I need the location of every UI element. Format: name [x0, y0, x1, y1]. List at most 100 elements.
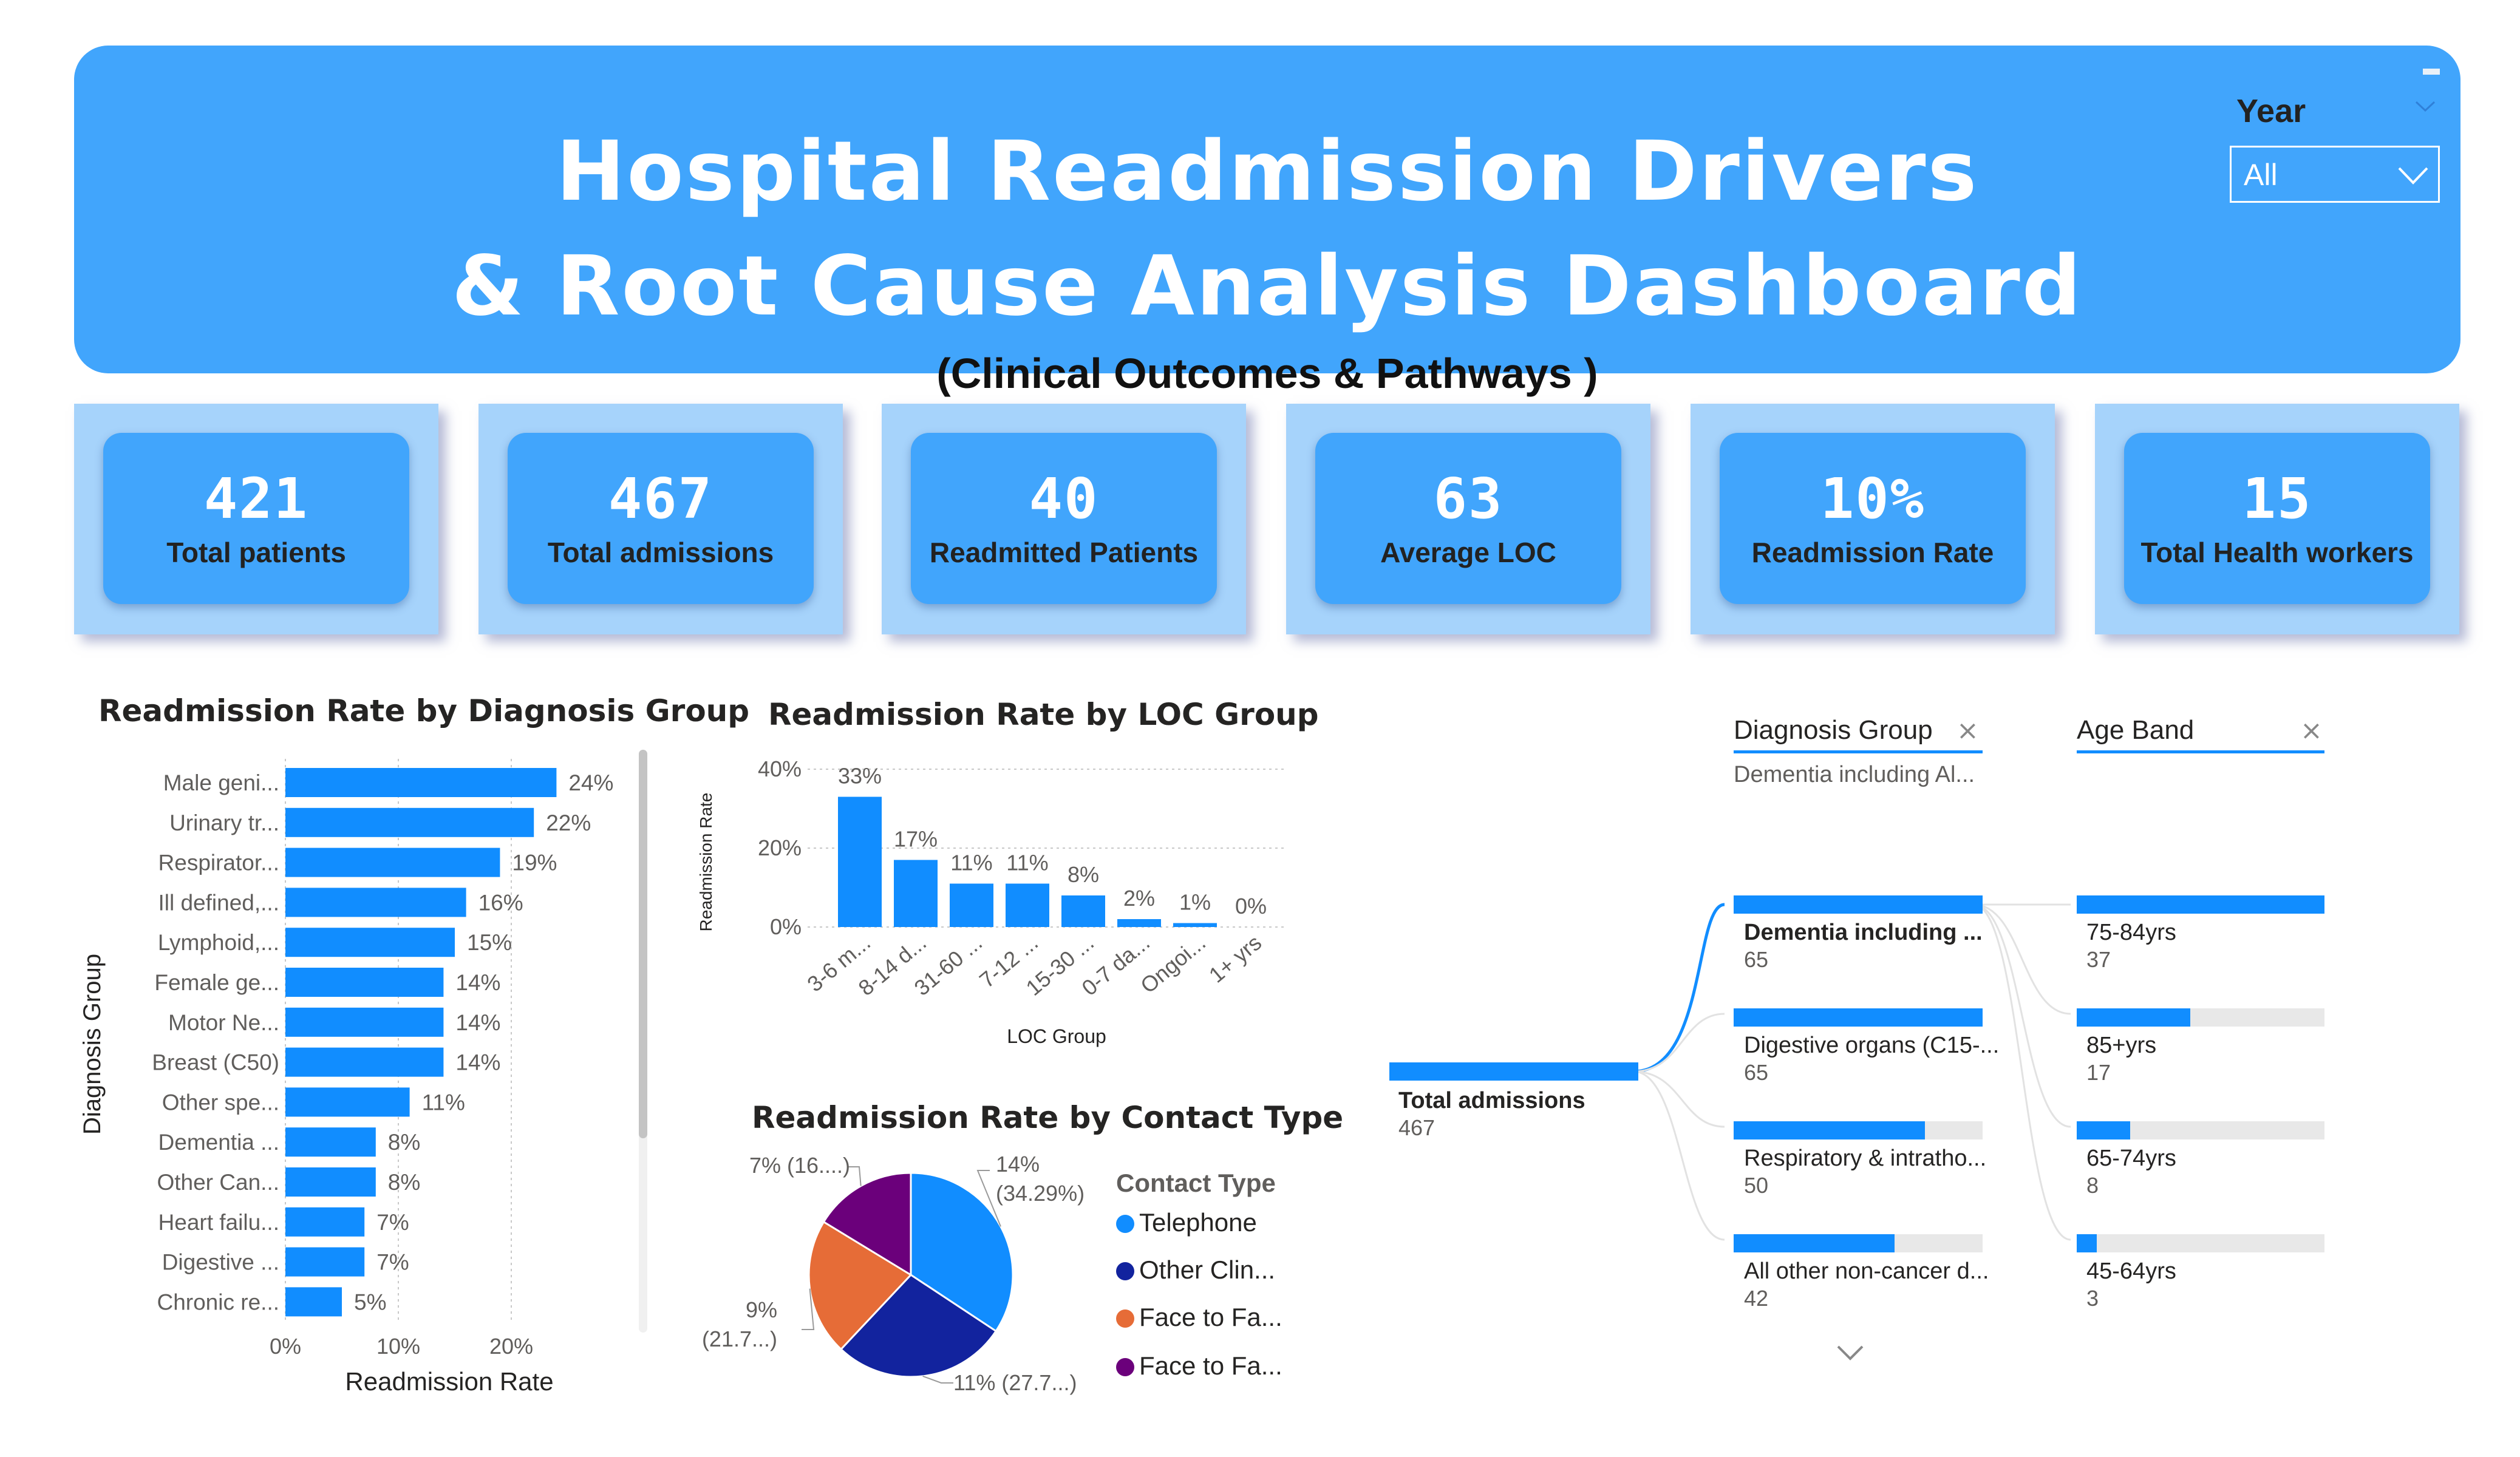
tree-node-bar[interactable] — [1734, 1008, 1983, 1027]
year-slicer-label: Year — [2236, 93, 2306, 129]
data-label: 7% — [376, 1250, 409, 1275]
category-label: Heart failu... — [158, 1210, 279, 1235]
kpi-label: Total patients — [166, 537, 346, 568]
x-tick-label: 0% — [270, 1334, 301, 1359]
bar[interactable] — [1173, 923, 1217, 928]
bar[interactable] — [285, 1287, 342, 1317]
legend-item-face-to-face-2[interactable]: Face to Fa... — [1116, 1351, 1282, 1381]
tree-node-value: 50 — [1744, 1173, 1769, 1198]
tree-node-label[interactable]: 65-74yrs — [2086, 1146, 2176, 1171]
x-tick-label: 20% — [489, 1334, 533, 1359]
tree-node-label[interactable]: All other non-cancer d... — [1744, 1258, 1989, 1284]
tree-node-value: 8 — [2086, 1173, 2099, 1198]
tree-node-label[interactable]: 85+yrs — [2086, 1033, 2157, 1058]
chevron-down-icon[interactable] — [1835, 1342, 1865, 1364]
tree-node-bar[interactable] — [2077, 1234, 2097, 1252]
diagnosis-group-chart[interactable]: 0% 10% 20% Male geni... 24% Urinary tr... 22% R… — [73, 747, 668, 1415]
loc-group-chart[interactable]: 0%20%40% 33%3-6 m...17%8-14 d...11%31-60 … — [692, 741, 1312, 1056]
legend-dot — [1116, 1358, 1134, 1376]
slice-label-secondary: (21.7...) — [702, 1326, 777, 1351]
scrollbar-thumb[interactable] — [639, 750, 647, 1138]
bar[interactable] — [285, 1087, 410, 1117]
kpi-label: Average LOC — [1380, 537, 1556, 568]
tree-root-bar[interactable] — [1389, 1062, 1638, 1081]
tree-node-label[interactable]: 75-84yrs — [2086, 920, 2176, 945]
legend-label: Face to Fa... — [1139, 1303, 1282, 1331]
decomposition-tree-connectors — [1633, 903, 2071, 1241]
tree-node-label[interactable]: 45-64yrs — [2086, 1258, 2176, 1284]
legend-label: Face to Fa... — [1139, 1351, 1282, 1380]
bar[interactable] — [285, 1207, 365, 1237]
pie-slice[interactable] — [808, 1220, 913, 1351]
tree-node-bar[interactable] — [1734, 1234, 1895, 1252]
bar[interactable] — [950, 883, 993, 928]
chevron-down-icon[interactable] — [2414, 97, 2437, 115]
tree-node-label[interactable]: Dementia including ... — [1744, 920, 1983, 945]
bar[interactable] — [285, 1007, 444, 1037]
bar[interactable] — [285, 1047, 444, 1077]
tree-node-bar[interactable] — [1734, 1121, 1926, 1139]
category-label: Dementia ... — [158, 1130, 279, 1155]
data-label: 5% — [354, 1289, 386, 1314]
legend-item-other-clinical[interactable]: Other Clin... — [1116, 1255, 1275, 1285]
contact-type-pie-chart[interactable]: 14% (34.29%) 11% (27.7...) 9% (21.7...) 7% (1… — [692, 1141, 1299, 1421]
slice-label-secondary: (34.29%) — [996, 1181, 1085, 1206]
legend-item-telephone[interactable]: Telephone — [1116, 1208, 1257, 1237]
tree-node-value: 17 — [2086, 1060, 2111, 1085]
tree-level1-header[interactable]: Diagnosis Group — [1734, 715, 1933, 745]
bar[interactable] — [285, 928, 455, 957]
tree-node-bar[interactable] — [2077, 895, 2324, 914]
tree-node-bar[interactable] — [1734, 895, 1983, 914]
bar[interactable] — [285, 1247, 365, 1277]
category-label: Other spe... — [162, 1090, 279, 1115]
bar[interactable] — [285, 768, 557, 797]
bar[interactable] — [285, 807, 534, 837]
bar[interactable] — [285, 888, 466, 917]
tree-node-label[interactable]: Digestive organs (C15-... — [1744, 1033, 2000, 1058]
bar[interactable] — [1061, 895, 1105, 927]
kpi-label: Readmission Rate — [1751, 537, 1994, 568]
kpi-card-total-health-workers: 15 Total Health workers — [2095, 404, 2459, 634]
category-label: Chronic re... — [157, 1289, 279, 1314]
kpi-card-inner: 10% Readmission Rate — [1720, 433, 2026, 604]
tree-node-label[interactable]: Respiratory & intratho... — [1744, 1146, 1987, 1171]
bar[interactable] — [285, 968, 444, 997]
slice-label: 7% (16....) — [749, 1153, 850, 1178]
category-label: Urinary tr... — [169, 810, 279, 835]
diagnosis-chart-title: Readmission Rate by Diagnosis Group — [98, 693, 750, 728]
chevron-down-icon — [2398, 167, 2428, 185]
legend-dot — [1116, 1262, 1134, 1280]
tree-level2-underline — [2077, 750, 2324, 753]
bar[interactable] — [838, 796, 882, 928]
bar[interactable] — [285, 1167, 376, 1197]
tree-node-bar[interactable] — [2077, 1008, 2191, 1027]
data-label: 8% — [388, 1130, 420, 1155]
x-tick-label: 10% — [376, 1334, 420, 1359]
close-icon[interactable]: × — [1956, 715, 1979, 746]
bar[interactable] — [285, 847, 500, 877]
data-label: 19% — [512, 851, 557, 875]
tree-level2-header[interactable]: Age Band — [2077, 715, 2195, 745]
year-dropdown-value: All — [2244, 158, 2278, 192]
bar[interactable] — [1117, 919, 1161, 927]
kpi-card-inner: 467 Total admissions — [508, 433, 814, 604]
category-label: Respirator... — [158, 851, 279, 875]
category-label: Motor Ne... — [168, 1010, 279, 1035]
title-line-1: Hospital Readmission Drivers — [556, 124, 1979, 220]
slicer-menu-handle[interactable] — [2423, 69, 2440, 75]
tree-node-bar[interactable] — [2077, 1121, 2131, 1139]
dashboard-subtitle: (Clinical Outcomes & Pathways ) — [936, 350, 1598, 397]
bar[interactable] — [894, 860, 938, 928]
category-label: Digestive ... — [162, 1250, 279, 1275]
category-label: Lymphoid,... — [158, 930, 279, 955]
year-dropdown[interactable]: All — [2230, 146, 2440, 203]
category-label: Ill defined,... — [158, 890, 279, 915]
tree-level1-underline — [1734, 750, 1983, 753]
loc-chart-title: Readmission Rate by LOC Group — [768, 697, 1319, 732]
data-label: 11% — [1006, 851, 1048, 875]
bar[interactable] — [1006, 883, 1049, 928]
pie-slice[interactable] — [839, 1274, 998, 1378]
legend-item-face-to-face-1[interactable]: Face to Fa... — [1116, 1303, 1282, 1332]
close-icon[interactable]: × — [2300, 715, 2323, 746]
bar[interactable] — [285, 1127, 376, 1157]
